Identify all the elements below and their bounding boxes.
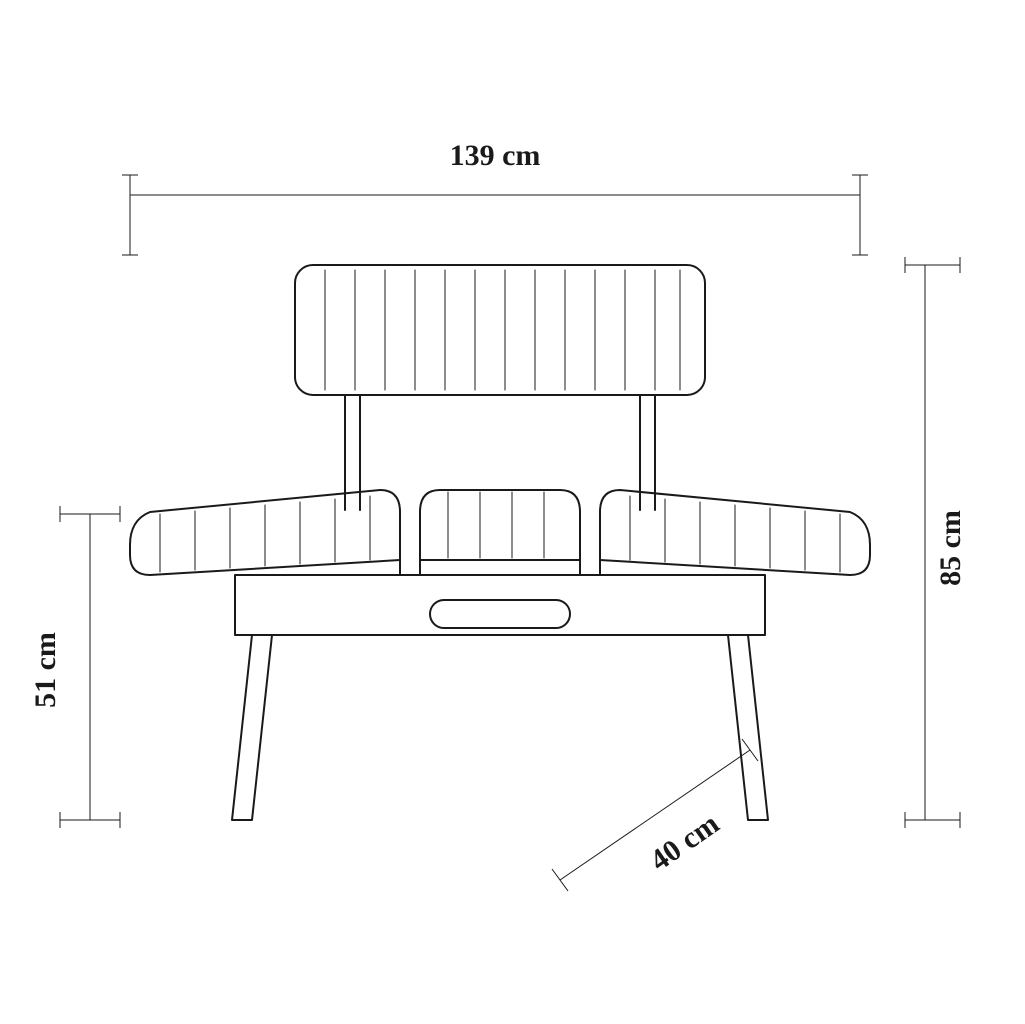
dimension-seat-height-label: 51 cm (29, 632, 62, 708)
apron (235, 575, 765, 635)
seat (130, 490, 870, 575)
dimension-depth: 40 cm (552, 739, 758, 891)
dimension-width: 139 cm (122, 139, 868, 255)
dimension-height-label: 85 cm (934, 510, 967, 586)
dimension-width-label: 139 cm (450, 139, 541, 172)
dimension-height: 85 cm (905, 257, 967, 828)
dimension-seat-height: 51 cm (29, 506, 120, 828)
dimension-depth-label: 40 cm (644, 807, 725, 878)
backrest (295, 265, 705, 510)
handle-cutout (430, 600, 570, 628)
bench-dimension-drawing: 139 cm 85 cm 51 cm 40 cm (0, 0, 1025, 1024)
bench-outline (130, 265, 870, 820)
